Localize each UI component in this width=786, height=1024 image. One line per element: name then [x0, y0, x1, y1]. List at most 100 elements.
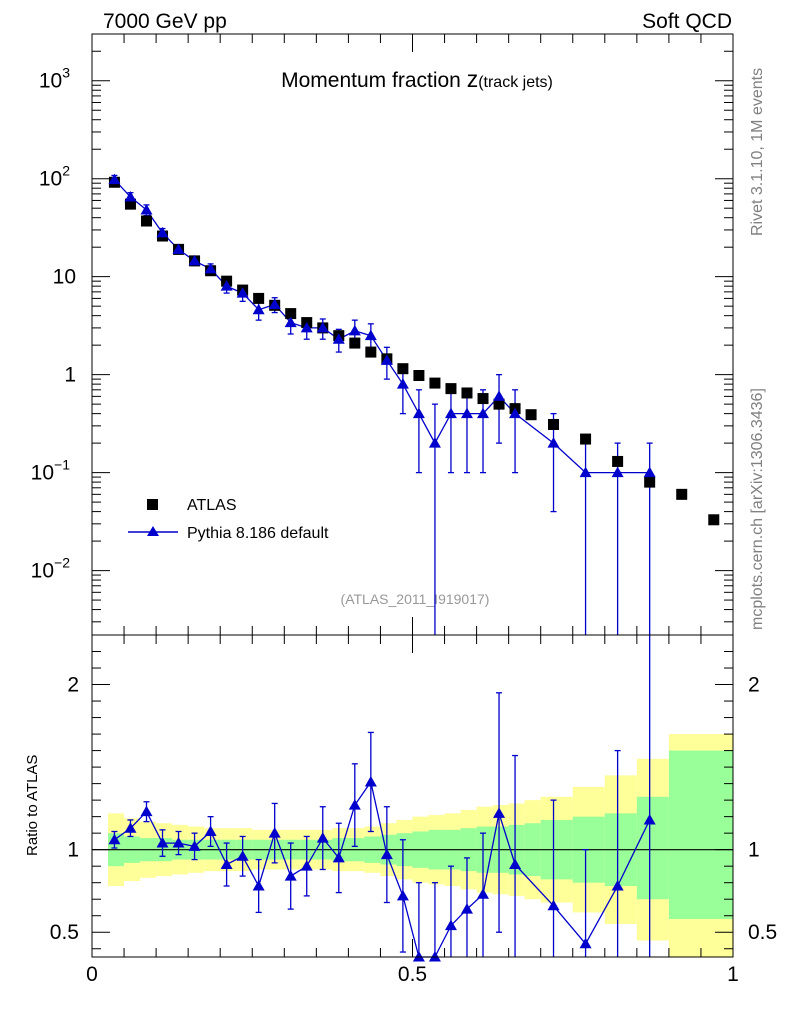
mc-data-point	[140, 203, 153, 215]
ratio-data-point	[364, 775, 377, 787]
mc-data-point	[509, 407, 522, 419]
atlas-data-point	[365, 346, 377, 358]
mc-data-point	[428, 437, 441, 448]
atlas-data-point	[612, 455, 624, 467]
legend-atlas-label: ATLAS	[187, 497, 237, 514]
y-tick-base: 10	[39, 70, 62, 93]
ratio-data-point	[477, 888, 490, 899]
atlas-data-point	[397, 363, 409, 375]
ratio-data-point	[509, 858, 522, 870]
ratio-y-tick-label: 2	[67, 674, 79, 697]
ratio-y-tick-label-right: 2	[748, 674, 760, 697]
mc-data-point	[380, 354, 393, 365]
ratio-data-point	[188, 840, 201, 851]
atlas-data-point	[124, 198, 136, 210]
plot-title-main: Momentum fraction	[281, 69, 467, 92]
y-tick-label: 103	[39, 65, 70, 93]
plot-title-z: z	[467, 66, 479, 92]
atlas-data-point	[548, 418, 560, 430]
mc-data-point	[172, 243, 185, 254]
ratio-data-point	[412, 951, 425, 962]
ratio-data-point	[252, 879, 265, 891]
rivet-label: Rivet 3.1.10, 1M events	[749, 68, 766, 236]
mc-data-point	[444, 407, 457, 419]
ratio-data-point	[172, 837, 185, 848]
mc-data-point	[364, 329, 377, 341]
y-tick-base: 10	[31, 560, 54, 583]
plot-title-sub: (track jets)	[478, 74, 553, 91]
main-plot-frame	[91, 33, 734, 636]
mc-data-point	[108, 173, 121, 185]
mc-data-point	[236, 287, 249, 298]
mc-data-point	[332, 333, 345, 344]
mc-data-point	[204, 262, 217, 274]
mc-data-point	[396, 378, 409, 389]
atlas-data-point	[580, 433, 592, 445]
y-tick-label: 102	[39, 163, 70, 191]
mc-data-point	[220, 280, 233, 291]
ratio-data-point	[236, 850, 249, 861]
ratio-data-point	[220, 858, 233, 870]
x-tick-label: 0.5	[398, 963, 427, 986]
mc-data-point	[348, 324, 361, 336]
mc-data-point	[579, 466, 592, 478]
ratio-data-point	[332, 851, 345, 863]
ratio-data-point	[444, 919, 457, 931]
ratio-y-tick-label: 0.5	[50, 921, 79, 944]
atlas-data-point	[477, 393, 489, 405]
atlas-data-point	[445, 383, 457, 395]
mc-data-point	[460, 407, 473, 419]
mc-data-point	[300, 321, 313, 333]
plot-title: Momentum fraction z(track jets)	[281, 66, 553, 92]
x-tick-label: 1	[727, 963, 739, 986]
ratio-y-tick-label: 1	[67, 839, 79, 862]
ratio-data-point	[140, 805, 153, 817]
ratio-data-point	[284, 870, 297, 881]
ratio-data-point	[396, 889, 409, 901]
ratio-data-point	[460, 903, 473, 914]
legend: ATLAS Pythia 8.186 default	[128, 497, 329, 542]
atlas-data-point	[349, 337, 361, 349]
ratio-plot-panel: 0.5 0.5 1 1 2 2 0 0.5 1 Ratio to ATLAS	[24, 634, 777, 986]
ratio-data-point	[204, 825, 217, 837]
atlas-data-point	[493, 398, 505, 410]
atlas-data-point	[413, 370, 425, 382]
y-tick-exponent: 3	[62, 65, 70, 81]
y-tick-label: 10−2	[31, 555, 71, 583]
ratio-data-point	[493, 807, 506, 818]
y-tick-base: 10	[39, 168, 62, 191]
mc-data-point	[643, 466, 656, 478]
ratio-data-point	[547, 899, 560, 911]
ratio-data-point	[579, 937, 592, 949]
mc-data-point	[252, 303, 265, 315]
x-tick-label: 0	[86, 963, 98, 986]
ratio-data-point	[316, 832, 329, 843]
mc-data-point	[493, 390, 506, 401]
header-energy: 7000 GeV pp	[103, 10, 227, 33]
atlas-data-point	[676, 488, 688, 500]
y-tick-exponent: −1	[54, 457, 70, 473]
ratio-data-point	[348, 799, 361, 810]
y-tick-label: 10	[53, 266, 76, 289]
band-inner	[636, 796, 669, 900]
ratio-data-point	[300, 860, 313, 871]
legend-pythia-label: Pythia 8.186 default	[187, 525, 329, 542]
ratio-data-point	[611, 879, 624, 891]
ratio-data-point	[268, 827, 281, 838]
mc-data-point	[316, 321, 329, 333]
analysis-label: (ATLAS_2011_I919017)	[341, 591, 490, 607]
band-inner	[668, 750, 733, 920]
atlas-data-point	[461, 387, 473, 399]
atlas-data-point	[253, 292, 265, 304]
mc-data-point	[477, 407, 490, 419]
ratio-data-point	[156, 837, 169, 848]
atlas-data-point	[644, 476, 656, 488]
ratio-data-point	[380, 848, 393, 860]
y-tick-base: 10	[31, 462, 54, 485]
header-category: Soft QCD	[642, 10, 732, 33]
mcplots-label: mcplots.cern.ch [arXiv:1306.3436]	[749, 388, 766, 630]
ratio-data-point	[108, 833, 121, 845]
mc-data-point	[156, 226, 169, 238]
mc-data-point	[611, 466, 624, 478]
